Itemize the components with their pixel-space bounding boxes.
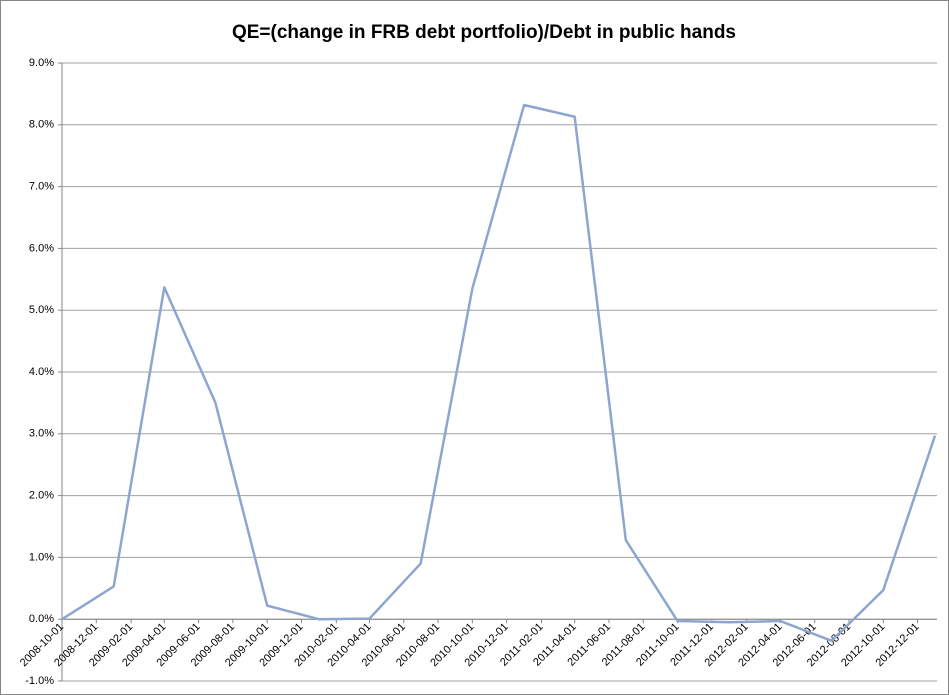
y-tick-label: 3.0% xyxy=(29,428,54,440)
data-line xyxy=(61,103,937,643)
y-tick-label: 2.0% xyxy=(29,490,54,502)
y-tick-label: 8.0% xyxy=(29,119,54,131)
y-tick-label: -1.0% xyxy=(25,675,54,687)
y-tick-label: 1.0% xyxy=(29,551,54,563)
y-tick-label: 6.0% xyxy=(29,242,54,254)
y-tick-label: 4.0% xyxy=(29,366,54,378)
y-tick-label: 7.0% xyxy=(29,181,54,193)
y-tick-label: 0.0% xyxy=(29,613,54,625)
y-tick-label: 9.0% xyxy=(29,57,54,69)
y-tick-label: 5.0% xyxy=(29,304,54,316)
chart-title: QE=(change in FRB debt portfolio)/Debt i… xyxy=(232,22,736,43)
